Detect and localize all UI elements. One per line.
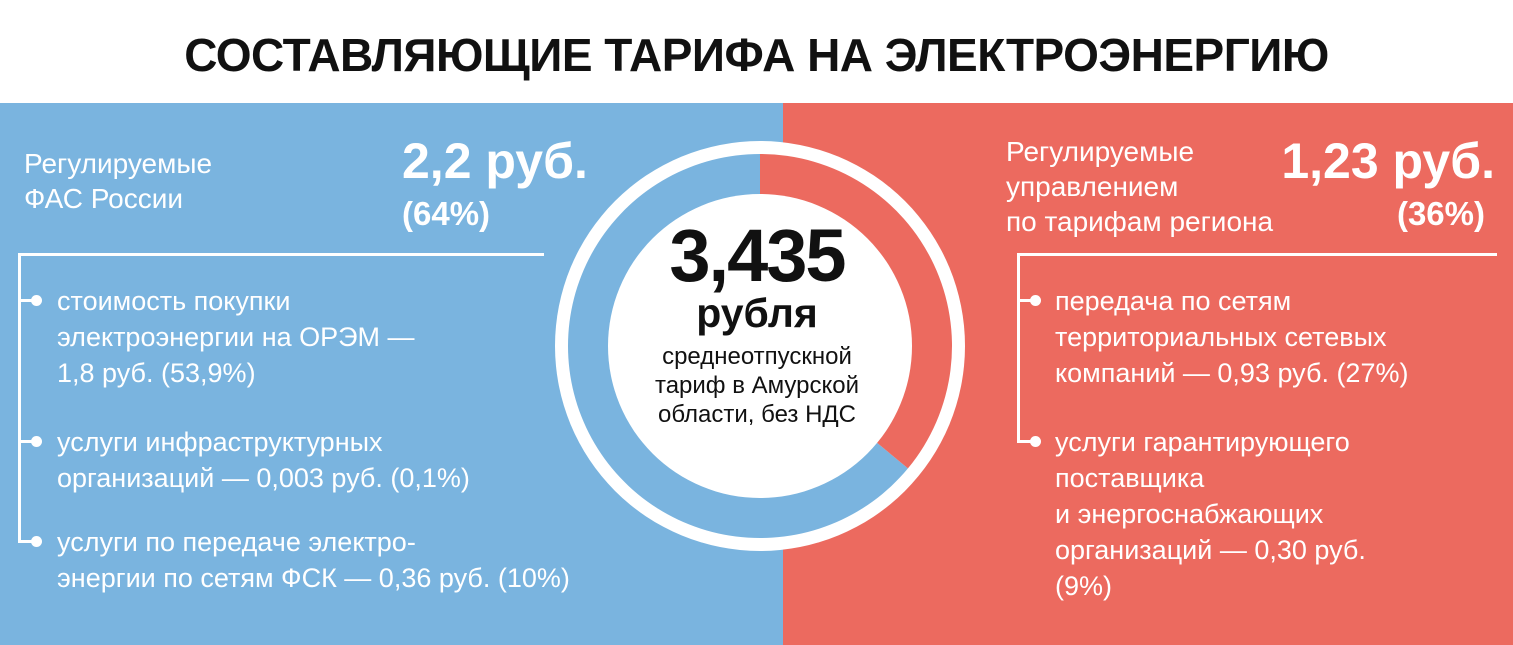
left-item-2: услуги инфраструктурных организаций — 0,… <box>57 427 470 493</box>
left-item-1: стоимость покупки электроэнергии на ОРЭМ… <box>57 286 415 388</box>
right-value: 1,23 руб. <box>1281 133 1495 189</box>
right-separator <box>1017 253 1497 256</box>
bullet-dot <box>1030 295 1041 306</box>
total-tariff-value: 3,435 <box>669 214 846 297</box>
left-share: (64%) <box>402 195 491 232</box>
right-share: (36%) <box>1396 195 1485 232</box>
left-connector <box>18 299 34 302</box>
total-tariff-description: среднеотпускной тариф в Амурской области… <box>654 343 860 428</box>
left-connector <box>18 540 34 543</box>
donut-inner-disc <box>608 194 912 498</box>
bullet-dot <box>31 295 42 306</box>
right-item-1: передача по сетям территориальных сетевы… <box>1055 286 1409 388</box>
right-category-label: Регулируемые управлением по тарифам реги… <box>1006 136 1274 237</box>
left-bracket-vertical <box>18 253 21 541</box>
left-value: 2,2 руб. <box>402 133 588 189</box>
right-connector <box>1017 440 1033 443</box>
bullet-dot <box>31 436 42 447</box>
right-bracket-vertical <box>1017 253 1020 441</box>
bullet-dot <box>31 536 42 547</box>
left-item-3: услуги по передаче электро- энергии по с… <box>57 527 570 593</box>
bullet-dot <box>1030 436 1041 447</box>
left-category-label: Регулируемые ФАС России <box>24 148 213 214</box>
left-separator <box>18 253 544 256</box>
left-connector <box>18 440 34 443</box>
right-connector <box>1017 299 1033 302</box>
page-title: СОСТАВЛЯЮЩИЕ ТАРИФА НА ЭЛЕКТРОЭНЕРГИЮ <box>184 29 1329 81</box>
right-item-2: услуги гарантирующего поставщика и энерг… <box>1055 427 1366 601</box>
total-tariff-unit: рубля <box>696 290 818 336</box>
